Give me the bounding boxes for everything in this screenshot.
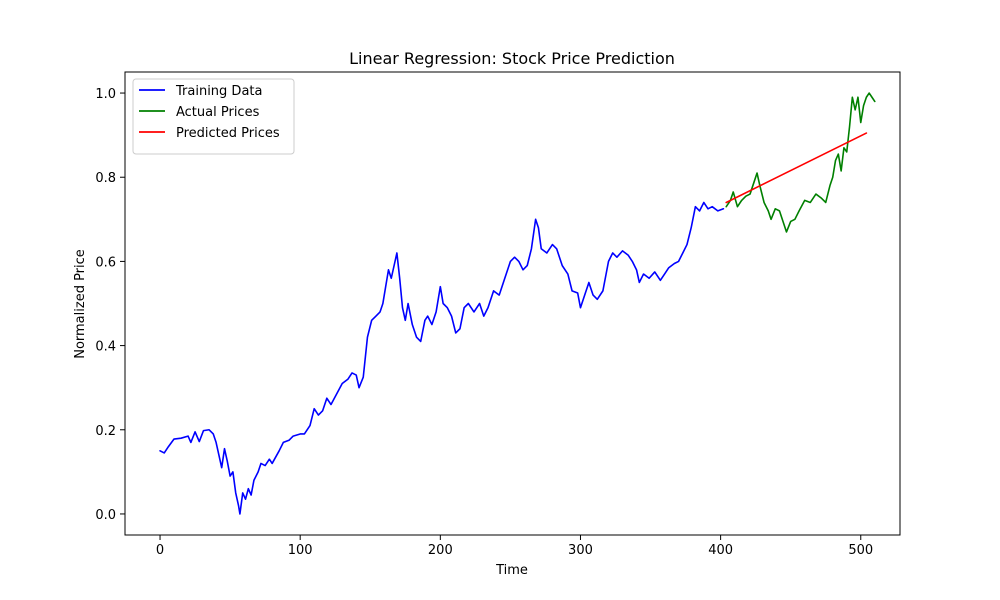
- series-line-training-data: [159, 201, 725, 515]
- y-tick-label: 0.6: [95, 255, 116, 270]
- y-tick-label: 0.8: [95, 171, 116, 186]
- y-tick-label: 0.0: [95, 508, 116, 523]
- y-tick-label: 0.4: [95, 340, 116, 355]
- series-line-predicted-prices: [725, 132, 868, 204]
- x-tick-label: 0: [156, 543, 164, 558]
- legend-label-predicted-prices: Predicted Prices: [176, 126, 280, 141]
- x-tick-label: 400: [708, 543, 733, 558]
- plot-area: [159, 92, 876, 515]
- x-tick-label: 100: [288, 543, 313, 558]
- y-tick-label: 1.0: [95, 87, 116, 102]
- x-axis: 0 100 200 300 400 500: [156, 535, 873, 558]
- y-axis-title: Normalized Price: [73, 249, 88, 359]
- x-tick-label: 300: [568, 543, 593, 558]
- legend-box: [132, 78, 295, 155]
- legend: Training Data Actual Prices Predicted Pric…: [132, 78, 295, 155]
- series-line-actual-prices: [725, 92, 876, 233]
- chart-title: Linear Regression: Stock Price Predictio…: [349, 49, 675, 68]
- y-tick-label: 0.2: [95, 424, 116, 439]
- x-tick-label: 500: [848, 543, 873, 558]
- x-axis-title: Time: [495, 563, 528, 578]
- x-tick-label: 200: [428, 543, 453, 558]
- y-axis: 0.0 0.2 0.4 0.6 0.8 1.0: [95, 87, 125, 523]
- plot-frame: [124, 71, 901, 536]
- legend-label-training-data: Training Data: [175, 84, 262, 99]
- legend-label-actual-prices: Actual Prices: [176, 105, 260, 120]
